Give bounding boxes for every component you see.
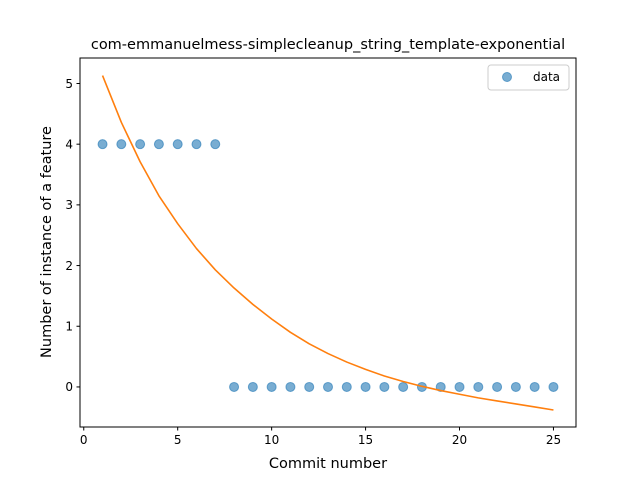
data-point	[266, 381, 277, 392]
y-tick-label: 0	[65, 380, 73, 394]
data-point	[341, 381, 352, 392]
data-point	[191, 139, 202, 150]
data-point	[304, 381, 315, 392]
data-point	[153, 139, 164, 150]
x-axis-label: Commit number	[269, 456, 387, 472]
exponential-fit-line	[101, 75, 554, 411]
chart-title: com-emmanuelmess-simplecleanup_string_te…	[91, 37, 565, 53]
x-tick-label: 15	[358, 433, 373, 447]
x-tick-label: 20	[452, 433, 467, 447]
data-point	[548, 381, 559, 392]
y-axis-label: Number of instance of a feature	[39, 126, 55, 358]
y-tick-label: 1	[65, 320, 73, 334]
data-point	[210, 139, 221, 150]
y-tick-label: 2	[65, 259, 73, 273]
data-point	[97, 139, 108, 150]
legend: data	[487, 64, 570, 91]
y-axis: 0 1 2 3 4 5	[65, 77, 80, 394]
data-point	[172, 139, 183, 150]
data-point	[229, 381, 240, 392]
data-point	[435, 381, 446, 392]
x-tick-label: 5	[174, 433, 182, 447]
data-point	[285, 381, 296, 392]
data-point	[247, 381, 258, 392]
data-point	[473, 381, 484, 392]
data-point	[360, 381, 371, 392]
x-tick-label: 10	[264, 433, 279, 447]
data-point	[116, 139, 127, 150]
plot-area	[97, 75, 559, 411]
data-point	[529, 381, 540, 392]
data-point	[454, 381, 465, 392]
data-point	[379, 381, 390, 392]
x-tick-label: 25	[546, 433, 561, 447]
legend-label-data: data	[533, 70, 560, 84]
data-point	[323, 381, 333, 392]
data-point	[398, 381, 409, 392]
data-point	[492, 381, 503, 392]
y-tick-label: 3	[65, 198, 73, 212]
data-point	[135, 139, 146, 150]
y-tick-label: 4	[65, 137, 73, 151]
data-point	[510, 381, 521, 392]
legend-marker	[502, 72, 512, 82]
axes-frame	[79, 57, 577, 428]
x-tick-label: 0	[80, 433, 88, 447]
y-tick-label: 5	[65, 77, 73, 91]
legend-frame	[487, 64, 570, 91]
x-axis: 0 5 10 15 20 25	[80, 427, 561, 447]
